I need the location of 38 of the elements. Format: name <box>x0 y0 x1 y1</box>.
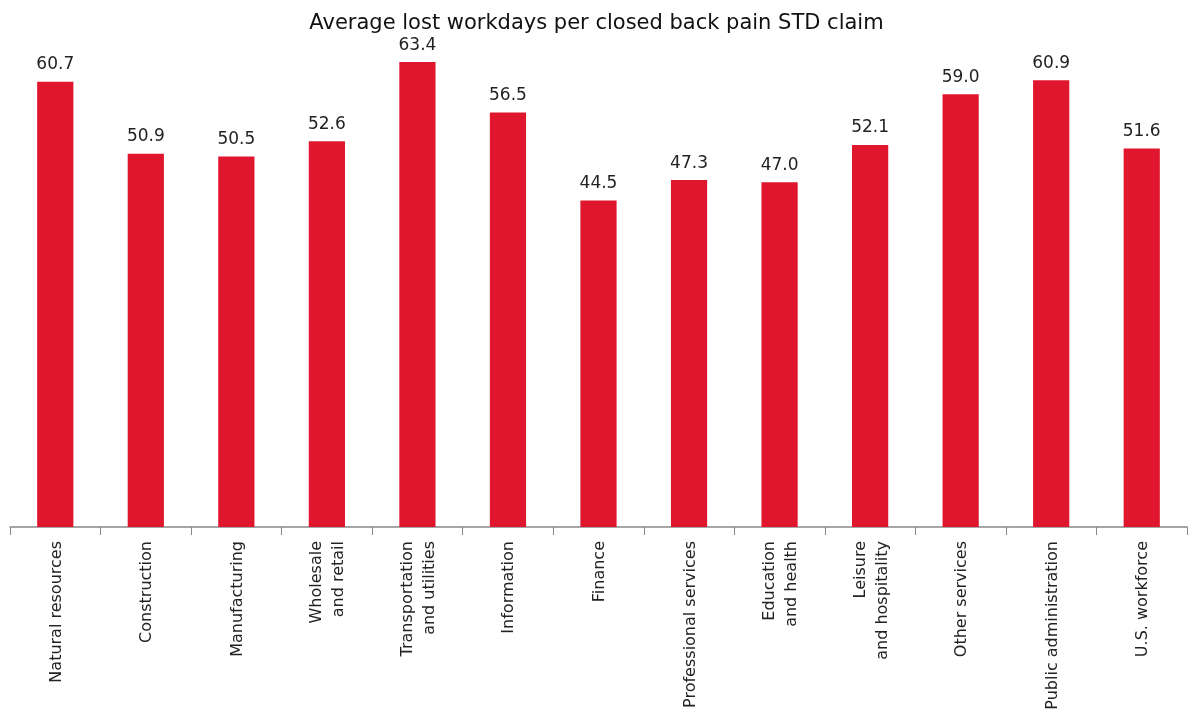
bar <box>218 156 255 527</box>
data-label: 44.5 <box>579 172 618 193</box>
x-tick-label: Natural resources <box>45 541 65 683</box>
data-label: 59.0 <box>941 65 980 86</box>
chart-title: Average lost workdays per closed back pain STD claim <box>309 9 884 34</box>
bar <box>489 112 527 527</box>
data-label: 51.6 <box>1122 120 1161 141</box>
bar <box>127 153 164 527</box>
data-label: 50.5 <box>217 128 256 149</box>
bar <box>670 180 708 527</box>
bar <box>1123 148 1160 527</box>
data-label: 63.4 <box>398 33 437 54</box>
x-tick-label: Finance <box>589 541 608 603</box>
bar <box>308 141 345 527</box>
bar <box>852 144 889 527</box>
bar <box>580 200 617 527</box>
data-label: 60.9 <box>1032 51 1071 72</box>
x-tick-label: Manufacturing <box>226 541 246 657</box>
x-tick-label: Information <box>498 541 518 634</box>
bar <box>399 62 436 527</box>
data-label: 60.7 <box>36 53 75 74</box>
bar <box>37 81 74 527</box>
data-label: 52.1 <box>851 116 890 137</box>
x-tick-label: Public administration <box>1041 541 1061 710</box>
bar <box>761 182 798 527</box>
bar <box>942 94 979 527</box>
x-tick-label: Other services <box>951 541 971 658</box>
x-tick-label: Construction <box>136 541 156 643</box>
x-tick-label: Professional services <box>679 541 699 708</box>
data-label: 52.6 <box>307 112 346 133</box>
x-tick-label: Education and health <box>759 541 801 627</box>
data-label: 56.5 <box>489 84 527 105</box>
data-label: 47.0 <box>760 153 799 174</box>
x-tick-label: U.S. workforce <box>1132 541 1152 658</box>
bar <box>1033 80 1070 527</box>
x-tick-label: Wholesale and retail <box>306 541 348 624</box>
data-label: 50.9 <box>126 125 165 146</box>
data-label: 47.3 <box>670 151 708 172</box>
